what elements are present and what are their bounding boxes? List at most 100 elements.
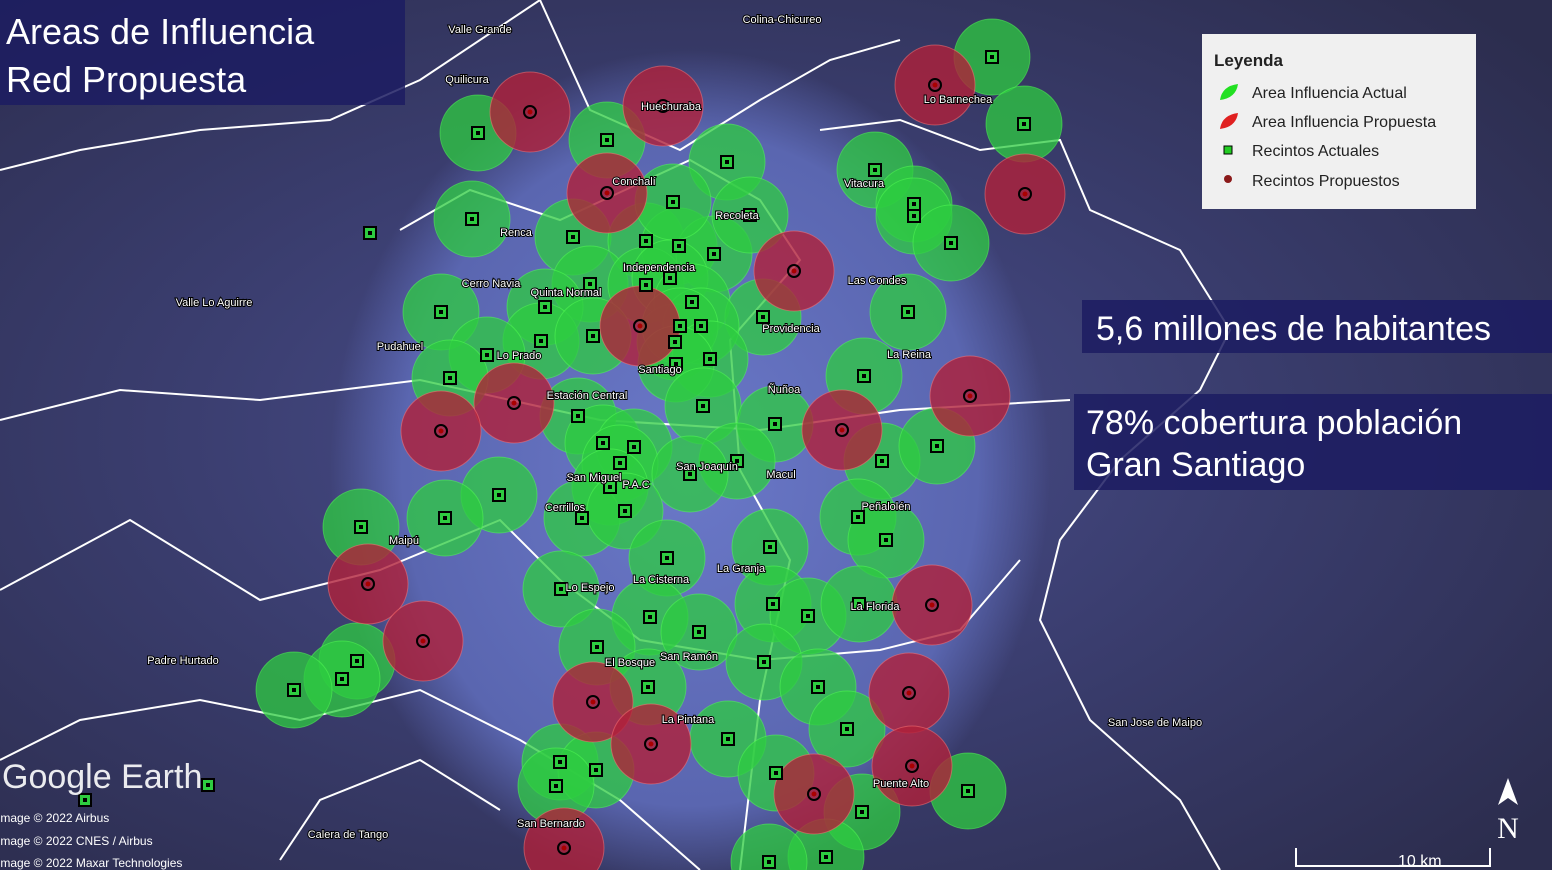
site-proposed-dot — [660, 103, 666, 109]
site-current-dot — [761, 315, 765, 319]
legend-item: Area Influencia Actual — [1252, 85, 1407, 102]
site-proposed-dot — [365, 581, 371, 587]
site-current-dot — [767, 860, 771, 864]
north-arrow — [1498, 778, 1518, 805]
site-current-dot — [768, 545, 772, 549]
site-current-dot — [735, 459, 739, 463]
site-current-dot — [673, 340, 677, 344]
site-current-dot — [966, 789, 970, 793]
boundary — [819, 118, 1232, 870]
legend-swatch — [1220, 113, 1238, 129]
place-label: Ñuñoa — [768, 383, 801, 396]
site-proposed-dot — [906, 690, 912, 696]
site-proposed-dot — [1022, 191, 1028, 197]
site-current-dot — [762, 660, 766, 664]
site-proposed-dot — [604, 190, 610, 196]
site-current-dot — [485, 353, 489, 357]
site-current-dot — [543, 305, 547, 309]
site-current-dot — [688, 472, 692, 476]
site-current-dot — [935, 444, 939, 448]
site-current-dot — [856, 515, 860, 519]
place-label: Maipú — [389, 535, 419, 547]
site-current-dot — [678, 324, 682, 328]
site-current-dot — [601, 441, 605, 445]
place-label: Peñalolén — [862, 501, 911, 513]
site-proposed — [902, 686, 916, 700]
site-current-dot — [701, 404, 705, 408]
site-current-dot — [665, 556, 669, 560]
stat: 5,6 millones de habitantes — [1096, 310, 1491, 348]
place-label: Recoleta — [715, 210, 759, 222]
place-label: La Pintana — [662, 714, 715, 726]
site-current-dot — [668, 276, 672, 280]
stat-box — [1082, 300, 1552, 353]
site-proposed-dot — [932, 82, 938, 88]
north-label: N — [1497, 812, 1519, 845]
site-current-dot — [644, 239, 648, 243]
site-current-dot — [708, 357, 712, 361]
place-label: San Miguel — [566, 472, 621, 484]
place-label: San Jose de Maipo — [1108, 717, 1202, 729]
credit: Image © 2022 Maxar Technologies — [0, 856, 182, 870]
site-proposed — [507, 396, 521, 410]
place-label: Quilicura — [445, 74, 489, 86]
site-proposed-dot — [420, 638, 426, 644]
site-current-dot — [443, 516, 447, 520]
site-current-dot — [623, 509, 627, 513]
site-current-dot — [539, 339, 543, 343]
site-proposed-dot — [561, 845, 567, 851]
place-label: Valle Grande — [448, 24, 511, 36]
site-proposed — [416, 634, 430, 648]
site-current-dot — [912, 202, 916, 206]
title: Red Propuesta — [6, 59, 247, 100]
place-labels: Valle Grande Colina-Chicureo Quilicura Huec… — [146, 13, 1203, 842]
site-current-dot — [559, 587, 563, 591]
site-current-dot — [632, 445, 636, 449]
site-current-dot — [862, 374, 866, 378]
site-current-dot — [906, 310, 910, 314]
site-current-dot — [912, 214, 916, 218]
place-label: Renca — [500, 227, 533, 239]
site-proposed-dot — [438, 428, 444, 434]
stat: Gran Santiago — [1086, 446, 1305, 484]
site-current-dot — [83, 798, 87, 802]
site-current-dot — [712, 252, 716, 256]
place-label: La Florida — [851, 601, 901, 613]
site-proposed — [905, 759, 919, 773]
site-current-dot — [618, 461, 622, 465]
site-current-dot — [206, 783, 210, 787]
title: Areas de Influencia — [6, 11, 315, 52]
site-current-dot — [771, 602, 775, 606]
place-label: La Reina — [887, 349, 932, 361]
site-proposed-dot — [929, 602, 935, 608]
place-label: Lo Espejo — [566, 582, 615, 594]
site-current-dot — [857, 602, 861, 606]
site-proposed-dot — [791, 268, 797, 274]
influence-area-current — [730, 823, 808, 870]
site-proposed — [361, 577, 375, 591]
site-proposed — [644, 737, 658, 751]
site-proposed-dot — [648, 741, 654, 747]
site-proposed — [434, 424, 448, 438]
place-label: Padre Hurtado — [147, 655, 219, 667]
site-current-dot — [860, 810, 864, 814]
site-current-dot — [824, 855, 828, 859]
site-current-dot — [726, 737, 730, 741]
site-proposed-dot — [839, 427, 845, 433]
site-current-dot — [748, 213, 752, 217]
site-current-dot — [773, 422, 777, 426]
site-current-dot — [725, 160, 729, 164]
site-current-dot — [439, 310, 443, 314]
site-current-dot — [884, 538, 888, 542]
place-label: Macul — [766, 469, 795, 481]
site-current-dot — [554, 784, 558, 788]
site-current-dot — [558, 760, 562, 764]
site-current-dot — [697, 630, 701, 634]
site-current-dot — [588, 282, 592, 286]
site-proposed — [835, 423, 849, 437]
scale-label: 10 km — [1398, 853, 1442, 870]
site-proposed-dot — [637, 323, 643, 329]
site-current-dot — [594, 768, 598, 772]
site-proposed — [600, 186, 614, 200]
